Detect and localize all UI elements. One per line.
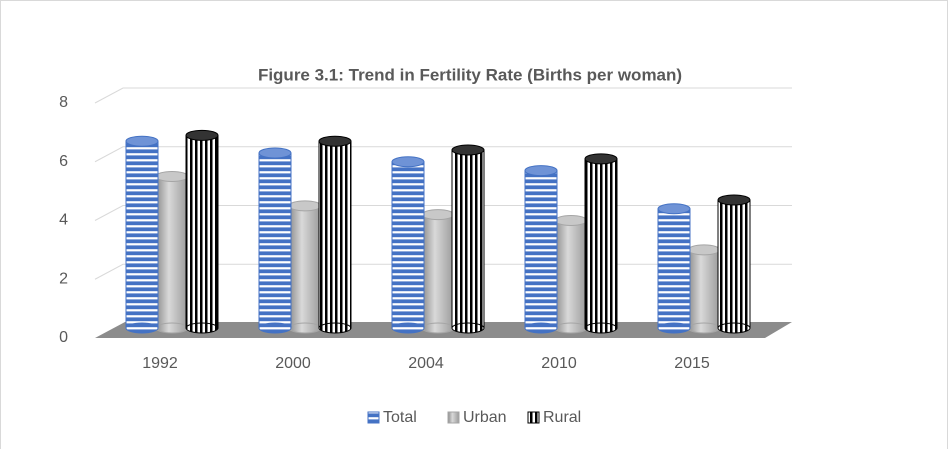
bar-body <box>185 134 219 329</box>
legend-swatch <box>527 411 540 424</box>
y-tick-label: 2 <box>59 270 68 287</box>
x-tick-label: 2010 <box>541 355 577 372</box>
bar-body <box>554 220 588 329</box>
legend-swatch <box>447 411 460 424</box>
bar <box>155 170 189 334</box>
bar <box>717 194 751 334</box>
bar-bottom <box>258 322 292 334</box>
bar-top <box>318 135 352 147</box>
bar-body <box>318 140 352 329</box>
x-tick-label: 2000 <box>275 355 311 372</box>
bar <box>421 209 455 334</box>
bar-bottom <box>657 322 691 334</box>
bar <box>584 153 618 334</box>
bar-body <box>524 170 558 329</box>
bar <box>391 156 425 334</box>
y-tick-label: 0 <box>59 329 68 346</box>
bar <box>288 200 322 334</box>
bar <box>451 144 485 334</box>
bar-top <box>258 147 292 159</box>
x-tick-label: 2015 <box>674 355 710 372</box>
bar-bottom <box>687 322 721 334</box>
bar-bottom <box>554 322 588 334</box>
legend-swatch <box>367 411 380 424</box>
bar-body <box>421 214 455 329</box>
bar <box>125 135 159 334</box>
bar <box>657 203 691 334</box>
bar-top <box>554 215 588 226</box>
bar-bottom <box>391 322 425 334</box>
bar-bottom <box>421 322 455 334</box>
bar-top <box>717 194 751 206</box>
bar-body <box>155 175 189 329</box>
chart-title: Figure 3.1: Trend in Fertility Rate (Bir… <box>258 65 682 84</box>
bar-bottom <box>125 322 159 334</box>
bar-top <box>584 153 618 165</box>
y-tick-label: 6 <box>59 153 68 170</box>
y-tick-label: 4 <box>59 212 68 229</box>
bar-body <box>125 140 159 329</box>
bar <box>524 165 558 334</box>
bar <box>185 129 219 334</box>
bar-bottom <box>451 322 485 334</box>
bar-body <box>717 199 751 329</box>
x-tick-label: 1992 <box>142 355 178 372</box>
bar-bottom <box>155 322 189 334</box>
bar-body <box>657 208 691 329</box>
bar-top <box>125 135 159 147</box>
bar-top <box>288 200 322 212</box>
bar <box>258 147 292 334</box>
bar-body <box>687 249 721 329</box>
grid-line <box>94 146 792 163</box>
bar-top <box>451 144 485 156</box>
bar-top <box>391 156 425 168</box>
legend-label: Total <box>383 409 417 426</box>
grid-line <box>94 87 792 104</box>
bar-top <box>185 129 219 141</box>
legend-label: Urban <box>463 409 507 426</box>
bar <box>318 135 352 334</box>
bar-top <box>687 244 721 256</box>
bar-top <box>657 203 691 215</box>
y-tick-label: 8 <box>59 94 68 111</box>
bar-body <box>391 161 425 329</box>
x-tick-label: 2004 <box>408 355 444 372</box>
bar-top <box>421 209 455 221</box>
bar-body <box>258 152 292 329</box>
bar <box>687 244 721 334</box>
bar-body <box>451 149 485 329</box>
bar-bottom <box>524 322 558 334</box>
bar-bottom <box>318 322 352 334</box>
bar-bottom <box>717 322 751 334</box>
legend-label: Rural <box>543 409 581 426</box>
bar-body <box>584 158 618 329</box>
bar-bottom <box>288 322 322 334</box>
bar-top <box>155 170 189 182</box>
bar-body <box>288 205 322 329</box>
bar-bottom <box>584 322 618 334</box>
bar-top <box>524 165 558 177</box>
bar-bottom <box>185 322 219 334</box>
grid-line <box>94 205 792 221</box>
bar <box>554 215 588 334</box>
